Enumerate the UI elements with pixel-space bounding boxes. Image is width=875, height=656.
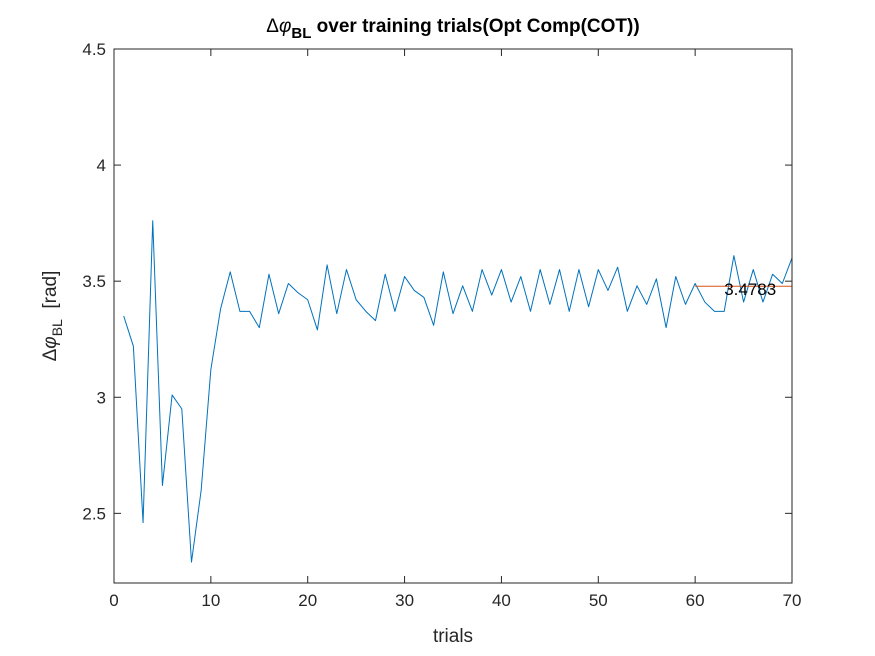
x-tick-label: 60 (686, 591, 705, 610)
chart-title-phi: φ (279, 16, 291, 37)
series-line-1 (123, 220, 793, 563)
mean-value-label: 3.4783 (724, 280, 776, 299)
x-tick-label: 20 (298, 591, 317, 610)
chart-title: ΔφBL over training trials(Opt Comp(COT)) (266, 16, 639, 42)
chart-title-subscript: BL (291, 25, 311, 42)
chart-title-rest: over training trials(Opt Comp(COT)) (311, 16, 639, 37)
x-tick-label: 0 (109, 591, 118, 610)
y-tick-label: 3.5 (82, 272, 106, 291)
series-layer (123, 220, 793, 563)
y-axis-ticks: 2.5 3 3.5 4 4.5 (82, 40, 792, 523)
x-axis-ticks: 0 10 20 30 40 50 60 70 (109, 49, 801, 610)
x-tick-label: 40 (492, 591, 511, 610)
x-tick-label: 70 (783, 591, 802, 610)
x-tick-label: 50 (589, 591, 608, 610)
annotation-layer: 3.4783 (724, 280, 776, 299)
chart-title-delta: Δ (266, 16, 279, 37)
y-axis-label: ΔφBL [rad] (40, 271, 65, 362)
y-axis-label-delta: Δ (40, 348, 61, 361)
axes-box (113, 48, 793, 584)
y-tick-label: 3 (97, 388, 106, 407)
plot-area (114, 49, 792, 583)
y-axis-label-phi: φ (40, 336, 61, 348)
y-tick-label: 4 (97, 156, 106, 175)
y-tick-label: 2.5 (82, 504, 106, 523)
y-axis-label-gap (40, 309, 61, 320)
x-tick-label: 30 (395, 591, 414, 610)
x-axis-label: trials (433, 626, 473, 647)
y-axis-label-unit: [rad] (40, 271, 61, 309)
x-tick-label: 10 (201, 591, 220, 610)
y-tick-label: 4.5 (82, 40, 106, 59)
y-axis-label-subscript: BL (49, 319, 65, 336)
